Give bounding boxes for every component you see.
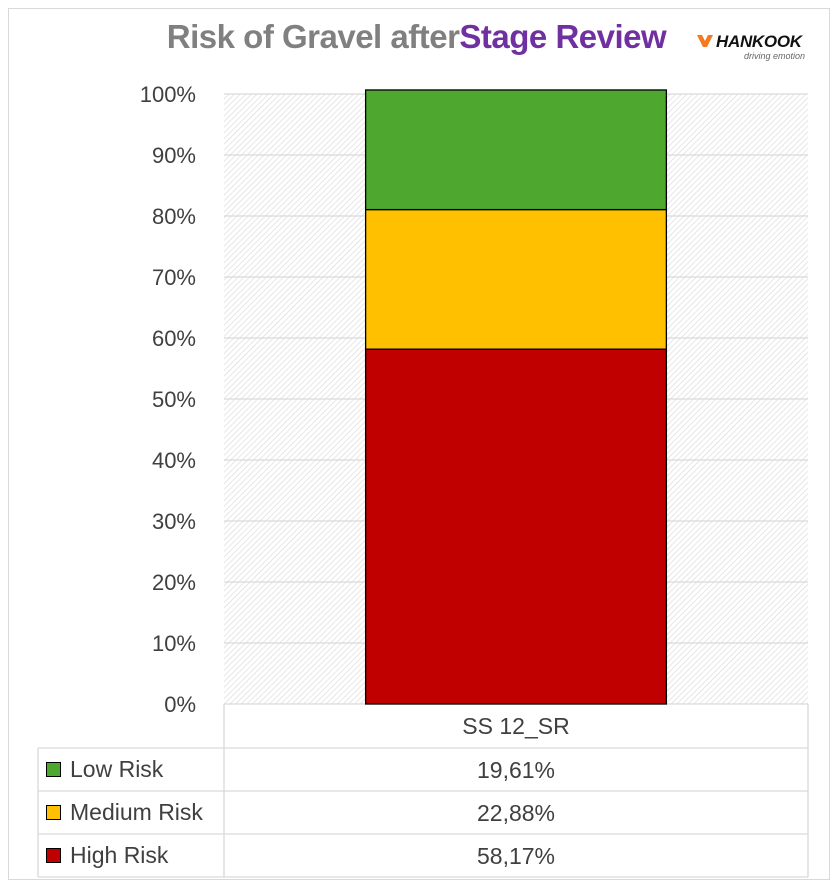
y-tick-label: 20%	[152, 570, 196, 595]
y-tick-label: 10%	[152, 631, 196, 656]
logo-brand: HANKOOK	[716, 32, 802, 51]
title-part-1: Risk of Gravel after	[166, 18, 460, 55]
data-label: 19,61%	[476, 757, 555, 783]
legend-label: High Risk	[70, 842, 169, 868]
title-part-2: Stage Review	[459, 18, 667, 55]
data-label: 58,17%	[476, 843, 555, 869]
hankook-logo: HANKOOK driving emotion	[696, 32, 820, 64]
data-label: 22,88%	[476, 800, 555, 826]
legend-key-high-risk	[46, 848, 61, 863]
legend-key-low-risk	[46, 762, 61, 777]
hankook-emblem-icon	[697, 35, 713, 47]
bar-segment-high-risk	[364, 348, 668, 705]
y-tick-label: 70%	[152, 265, 196, 290]
y-tick-label: 90%	[152, 143, 196, 168]
y-tick-label: 40%	[152, 448, 196, 473]
y-tick-label: 100%	[140, 82, 196, 107]
y-tick-label: 30%	[152, 509, 196, 534]
data-table-grid	[37, 704, 809, 878]
legend-label: Low Risk	[70, 756, 164, 782]
category-label: SS 12_SR	[462, 713, 570, 739]
chart-title: Risk of Gravel after Stage Review	[0, 18, 833, 56]
legend-key-medium-risk	[46, 805, 61, 820]
bar-segment-low-risk	[364, 89, 668, 211]
legend-label: Medium Risk	[70, 799, 203, 825]
bar-segments	[364, 89, 668, 705]
logo-tagline: driving emotion	[744, 51, 806, 61]
chart-frame	[8, 8, 830, 880]
y-tick-label: 50%	[152, 387, 196, 412]
y-tick-label: 0%	[164, 692, 196, 717]
y-tick-label: 60%	[152, 326, 196, 351]
y-tick-label: 80%	[152, 204, 196, 229]
bar-segment-medium-risk	[364, 208, 668, 350]
y-axis-tick-labels: 0% 10% 20% 30% 40% 50% 60% 70% 80% 90% 100%	[140, 82, 196, 717]
